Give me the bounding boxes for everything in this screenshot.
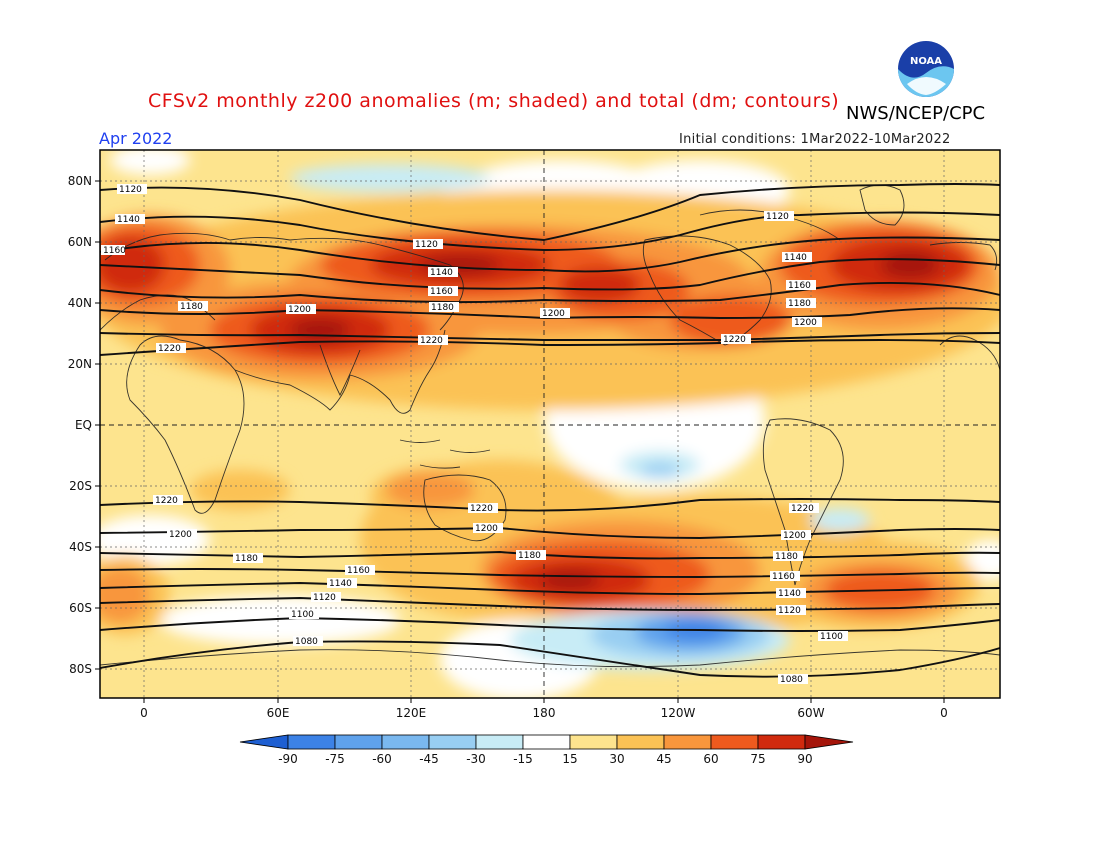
colorbar-label: 45 [656, 752, 671, 766]
contour-label: 1220 [158, 344, 181, 354]
contour-label: 1140 [117, 215, 140, 225]
colorbar: -90 -75 -60 -45 -30 -15 15 30 45 60 75 90 [239, 734, 854, 766]
lon-label: 120W [661, 706, 696, 720]
contour-label: 1120 [313, 593, 336, 603]
colorbar-segment [287, 734, 336, 750]
colorbar-label: 60 [703, 752, 718, 766]
colorbar-segment [710, 734, 759, 750]
noaa-logo: NOAA [898, 41, 954, 97]
colorbar-label: 30 [609, 752, 624, 766]
map-frame [99, 149, 1001, 699]
colorbar-label: -45 [419, 752, 439, 766]
height-contours [100, 183, 1000, 678]
lon-label: 60E [267, 706, 290, 720]
contour-label: 1160 [347, 566, 370, 576]
contour-label: 1220 [470, 504, 493, 514]
colorbar-arrow-right [804, 734, 854, 750]
contour-label: 1160 [772, 572, 795, 582]
contour-label: 1180 [775, 552, 798, 562]
contour-label: 1140 [784, 253, 807, 263]
lat-label: 40S [69, 540, 92, 554]
contour-label: 1220 [791, 504, 814, 514]
contour-label: 1120 [766, 212, 789, 222]
contour-label: 1100 [291, 610, 314, 620]
colorbar-segment [428, 734, 477, 750]
lat-label: 60N [68, 235, 92, 249]
contour-label: 1120 [415, 240, 438, 250]
logo-text: NOAA [910, 56, 942, 67]
colorbar-segment [334, 734, 383, 750]
contour-label: 1140 [778, 589, 801, 599]
colorbar-label: -15 [513, 752, 533, 766]
initial-conditions: Initial conditions: 1Mar2022-10Mar2022 [679, 132, 951, 147]
lon-label: 0 [940, 706, 948, 720]
lat-label: 20N [68, 357, 92, 371]
lat-label: 80N [68, 174, 92, 188]
lon-label: 60W [797, 706, 824, 720]
contour-label: 1160 [430, 287, 453, 297]
contour-label: 1180 [180, 302, 203, 312]
lat-label: 20S [69, 479, 92, 493]
contour-label: 1140 [329, 579, 352, 589]
contour-label-group: 1120 1140 1160 1180 1200 1220 1120 1140 … [101, 184, 848, 685]
agency-label: NWS/NCEP/CPC [846, 103, 986, 124]
colorbar-segment [663, 734, 712, 750]
forecast-month: Apr 2022 [99, 129, 173, 148]
contour-label: 1200 [288, 305, 311, 315]
contour-label: 1200 [783, 531, 806, 541]
contour-label: 1200 [475, 524, 498, 534]
lon-label: 120E [396, 706, 427, 720]
equator-dateline [100, 150, 1000, 698]
colorbar-segment [757, 734, 806, 750]
contour-label: 1080 [295, 637, 318, 647]
lat-label: 80S [69, 662, 92, 676]
lat-label: 60S [69, 601, 92, 615]
colorbar-segment [522, 734, 571, 750]
colorbar-segment [381, 734, 430, 750]
colorbar-segment [569, 734, 618, 750]
contour-label: 1220 [420, 336, 443, 346]
contour-label: 1220 [723, 335, 746, 345]
contour-label: 1180 [788, 299, 811, 309]
colorbar-label: 90 [797, 752, 812, 766]
contour-label: 1140 [430, 268, 453, 278]
colorbar-label: 75 [750, 752, 765, 766]
contour-label: 1120 [778, 606, 801, 616]
lon-label: 180 [533, 706, 556, 720]
colorbar-label: 15 [562, 752, 577, 766]
contour-label: 1200 [542, 309, 565, 319]
contour-label: 1200 [169, 530, 192, 540]
contour-label: 1160 [103, 246, 126, 256]
colorbar-label: -90 [278, 752, 298, 766]
contour-label: 1220 [155, 496, 178, 506]
colorbar-label: -30 [466, 752, 486, 766]
anomaly-shading: 1120 1140 1160 1180 1200 1220 1120 1140 … [100, 150, 1000, 698]
contour-label: 1100 [820, 632, 843, 642]
lat-label: 40N [68, 296, 92, 310]
colorbar-segment [475, 734, 524, 750]
contour-label: 1080 [780, 675, 803, 685]
colorbar-segment [616, 734, 665, 750]
axis-ticks [95, 180, 945, 703]
contour-label: 1160 [788, 281, 811, 291]
colorbar-arrow-left [239, 734, 289, 750]
colorbar-label: -75 [325, 752, 345, 766]
contour-label: 1120 [119, 185, 142, 195]
contour-label: 1180 [518, 551, 541, 561]
contour-label: 1180 [431, 303, 454, 313]
map-title: CFSv2 monthly z200 anomalies (m; shaded)… [148, 90, 840, 112]
contour-label: 1200 [794, 318, 817, 328]
lat-label: EQ [75, 418, 92, 432]
contour-label: 1180 [235, 554, 258, 564]
colorbar-label: -60 [372, 752, 392, 766]
lon-label: 0 [140, 706, 148, 720]
